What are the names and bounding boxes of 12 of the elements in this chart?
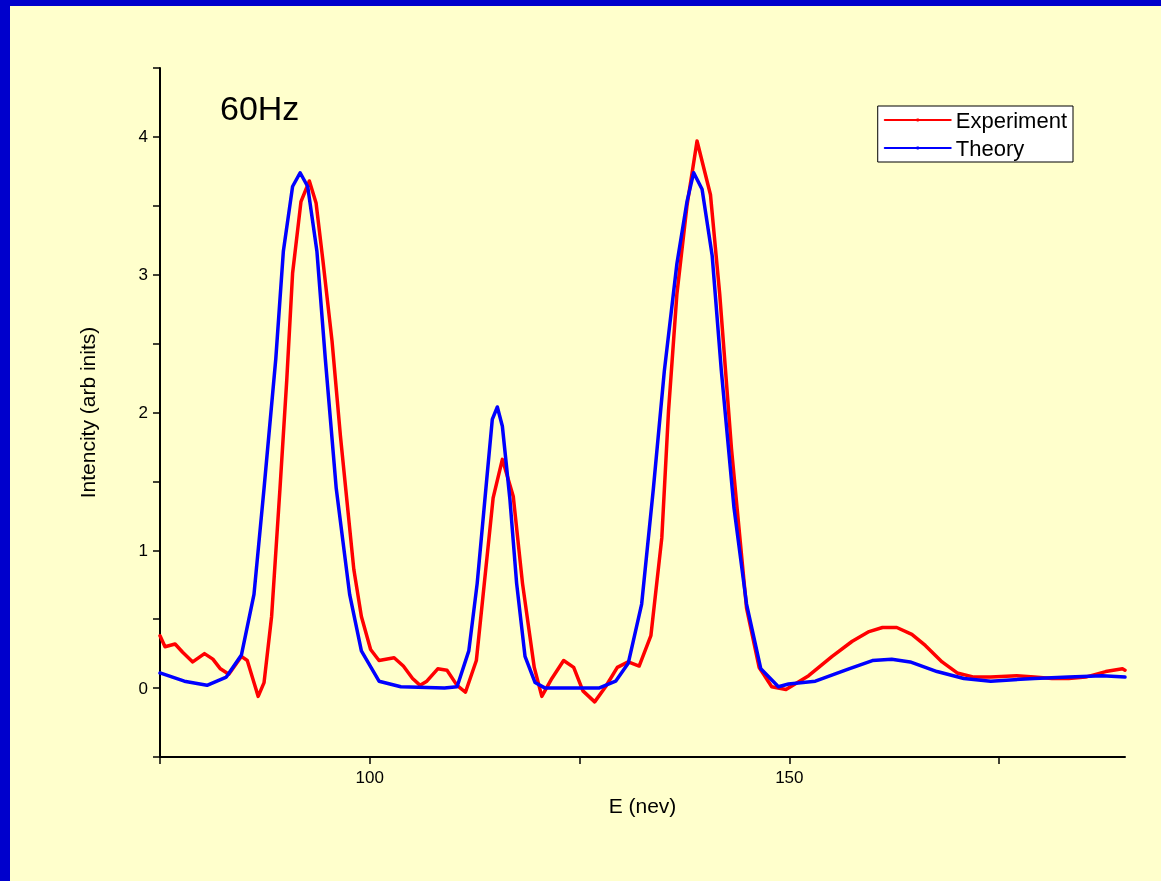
text: 60Hz [220,89,300,127]
legend-label: Experiment [955,107,1068,133]
x-axis-title: E (nev) [608,794,677,817]
y-tick-label: 1 [138,540,148,560]
x-tick-label: 100 [355,768,384,787]
y-tick-label: 2 [138,403,148,422]
y-tick-label: 3 [138,265,148,285]
y-axis-title: Intencity (arb inits) [76,326,99,499]
legend-label: Theory [955,135,1025,161]
x-tick-label: 150 [775,768,804,787]
y-tick-label: 0 [138,678,148,698]
y-tick-label: 4 [138,127,148,147]
